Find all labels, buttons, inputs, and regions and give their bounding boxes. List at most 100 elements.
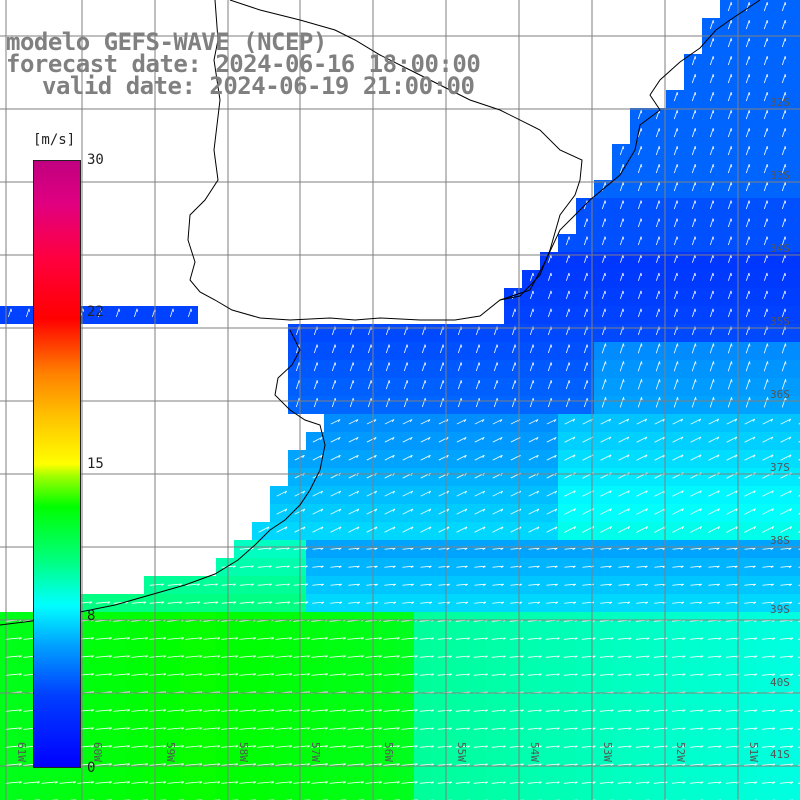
wave-cell xyxy=(792,450,800,468)
wind-arrow-head xyxy=(478,362,481,366)
wind-arrow xyxy=(167,727,185,730)
wind-arrow-head xyxy=(378,673,382,676)
wind-arrow xyxy=(167,709,185,712)
wind-arrow xyxy=(674,308,678,317)
wind-arrow xyxy=(421,344,426,354)
wind-arrow xyxy=(710,272,714,281)
wind-arrow-head xyxy=(644,436,648,440)
wind-arrow xyxy=(492,508,504,515)
wind-arrow xyxy=(672,583,684,586)
wind-arrow-head xyxy=(712,38,715,42)
wind-arrow-head xyxy=(716,436,720,440)
wave-cell xyxy=(792,396,800,414)
wind-arrow xyxy=(618,601,631,604)
wind-arrow xyxy=(691,164,696,174)
longitude-label: 52W xyxy=(674,742,687,762)
wind-arrow-head xyxy=(754,763,758,767)
wave-cell xyxy=(792,792,800,800)
wind-arrow xyxy=(546,526,558,533)
wind-arrow xyxy=(636,601,649,604)
wind-arrow xyxy=(8,308,12,317)
wind-arrow xyxy=(149,727,166,730)
wind-arrow-head xyxy=(682,745,686,749)
wind-arrow xyxy=(95,673,112,676)
wind-arrow-head xyxy=(378,727,382,730)
wind-arrow xyxy=(744,526,756,533)
wind-arrow xyxy=(635,763,650,766)
wind-arrow xyxy=(329,637,346,640)
wind-arrow xyxy=(546,490,557,497)
wind-arrow-head xyxy=(414,745,418,748)
wind-arrow-head xyxy=(378,745,382,748)
wind-arrow-head xyxy=(28,308,30,312)
wind-arrow xyxy=(512,308,516,317)
wind-arrow xyxy=(779,763,793,766)
wind-arrow-head xyxy=(338,437,341,441)
wind-arrow xyxy=(618,526,630,533)
wind-arrow-head xyxy=(592,727,596,731)
wind-arrow xyxy=(745,20,750,30)
wind-arrow xyxy=(655,110,660,120)
wind-arrow xyxy=(584,308,588,317)
wind-arrow xyxy=(221,637,239,640)
wind-arrow-head xyxy=(235,709,239,712)
wind-arrow xyxy=(582,547,594,550)
wind-arrow-head xyxy=(199,637,203,640)
wave-cell xyxy=(792,36,800,54)
wind-arrow-head xyxy=(343,673,346,676)
wind-arrow xyxy=(583,344,588,354)
wind-arrow xyxy=(618,418,629,425)
wind-arrow-head xyxy=(373,419,377,423)
wind-arrow xyxy=(746,272,750,281)
wind-arrow xyxy=(692,308,696,317)
wind-arrow xyxy=(95,727,112,730)
wind-arrow-head xyxy=(694,236,697,240)
wind-arrow xyxy=(655,218,660,228)
wind-arrow-head xyxy=(538,781,542,785)
wind-arrow-head xyxy=(766,164,769,168)
wind-arrow xyxy=(348,490,359,497)
wind-arrow xyxy=(655,343,660,354)
wind-arrow-head xyxy=(302,455,305,458)
wind-arrow xyxy=(437,709,452,712)
wind-arrow xyxy=(619,397,624,408)
wind-arrow xyxy=(745,236,750,246)
wind-arrow xyxy=(708,436,720,443)
wind-arrow-head xyxy=(676,128,679,132)
wind-arrow-head xyxy=(396,745,400,748)
wind-arrow-head xyxy=(628,763,632,767)
wind-arrow-head xyxy=(700,781,704,785)
wind-arrow xyxy=(691,343,696,354)
wind-arrow-head xyxy=(730,236,733,240)
wind-arrow-head xyxy=(766,20,769,24)
wind-arrow-head xyxy=(18,763,22,766)
wind-arrow xyxy=(710,308,714,317)
wind-arrow xyxy=(401,763,418,766)
wind-arrow xyxy=(113,727,130,730)
wind-arrow-head xyxy=(109,673,113,676)
wind-arrow-head xyxy=(414,673,418,676)
wind-arrow xyxy=(456,583,468,586)
wind-arrow-head xyxy=(731,343,733,347)
wind-arrow-head xyxy=(749,379,751,383)
wind-arrow-head xyxy=(627,454,630,458)
wind-arrow xyxy=(690,565,702,568)
wind-arrow xyxy=(745,397,750,408)
wind-arrow-head xyxy=(127,673,131,676)
wind-arrow xyxy=(329,727,346,730)
wind-arrow-head xyxy=(644,418,648,422)
wave-cell xyxy=(792,774,800,792)
wind-arrow xyxy=(763,92,768,102)
wind-arrow xyxy=(439,380,444,390)
wind-arrow-head xyxy=(145,745,149,748)
wind-arrow xyxy=(673,146,678,156)
wind-arrow-head xyxy=(370,380,373,384)
wind-arrow-head xyxy=(754,655,758,659)
wind-arrow-head xyxy=(699,490,702,494)
wind-arrow-head xyxy=(700,727,704,731)
wind-arrow-head xyxy=(789,508,792,512)
wind-arrow xyxy=(600,601,613,604)
wave-cell xyxy=(792,540,800,558)
wind-arrow xyxy=(779,781,793,784)
wind-arrow-head xyxy=(484,763,488,767)
